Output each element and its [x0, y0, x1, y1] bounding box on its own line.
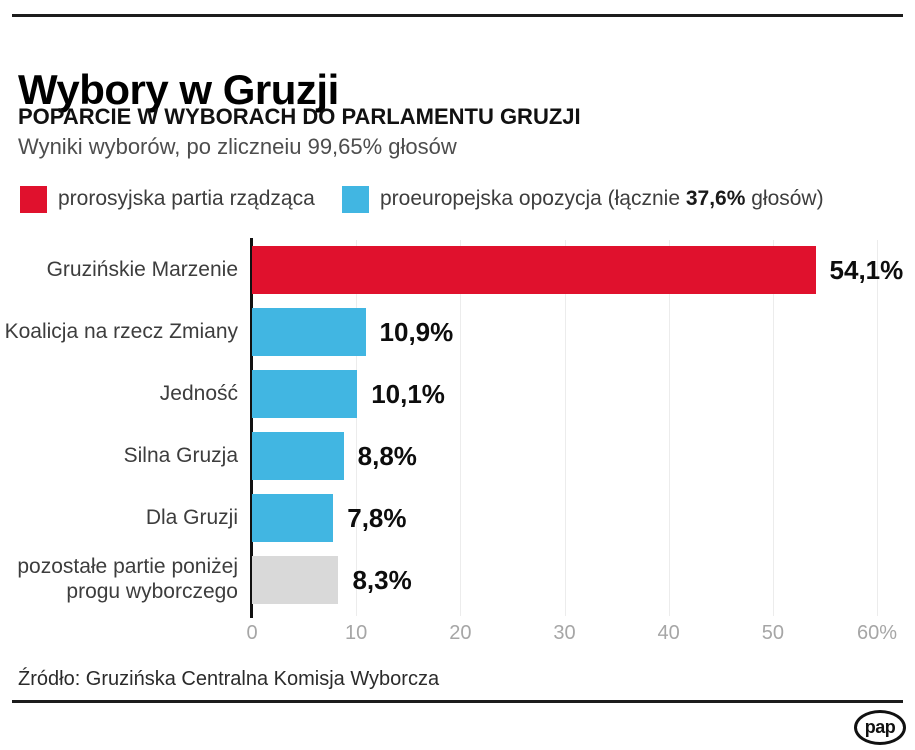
bar: [252, 556, 339, 604]
x-tick-label: 0: [246, 622, 258, 644]
chart-note: Wyniki wyborów, po zliczneiu 99,65% głos…: [18, 134, 457, 159]
value-label: 8,3%: [352, 565, 412, 595]
gridline: [356, 240, 358, 616]
category-label: pozostałe partie poniżej progu wyborczeg…: [17, 555, 238, 603]
value-label: 54,1%: [829, 255, 904, 285]
bar: [252, 246, 816, 294]
legend-item-ruling-party: prorosyjska partia rządząca: [20, 185, 315, 213]
value-label: 10,9%: [379, 317, 454, 347]
value-label: 7,8%: [347, 503, 407, 533]
bar: [252, 494, 334, 542]
category-label: Jedność: [159, 381, 238, 405]
gridline: [877, 240, 878, 616]
legend-label: prorosyjska partia rządząca: [58, 187, 315, 210]
legend-label-suffix: głosów): [745, 187, 824, 210]
value-label: 10,1%: [371, 379, 445, 409]
top-rule: [12, 14, 903, 17]
chart-title: POPARCIE W WYBORACH DO PARLAMENTU GRUZJI: [18, 104, 581, 129]
category-label: Gruzińskie Marzenie: [46, 257, 238, 281]
legend-item-opposition: proeuropejska opozycja (łącznie 37,6% gł…: [342, 185, 824, 213]
pap-logo: pap: [854, 710, 906, 745]
page-title: Wybory w Gruzji: [18, 66, 339, 114]
bar: [252, 308, 366, 356]
x-tick-label: 10: [345, 622, 368, 644]
x-tick-label: 40: [657, 622, 680, 644]
gridline: [668, 240, 670, 616]
y-axis-line: [250, 238, 253, 618]
category-label: Silna Gruzja: [123, 443, 238, 467]
legend-label: proeuropejska opozycja (łącznie 37,6% gł…: [380, 187, 824, 211]
category-label: Dla Gruzji: [145, 505, 238, 529]
gridline: [564, 240, 566, 616]
x-tick-label: 50: [761, 622, 784, 644]
value-label: 8,8%: [357, 441, 417, 471]
gridline: [460, 240, 462, 616]
legend-swatch-red: [20, 185, 47, 213]
category-label: Koalicja na rzecz Zmiany: [4, 319, 238, 343]
bar: [252, 432, 344, 480]
bar: [252, 370, 358, 418]
gridline: [772, 240, 774, 616]
legend-label-prefix: proeuropejska opozycja (łącznie: [380, 187, 686, 210]
x-tick-label: 60%: [856, 622, 898, 644]
legend-label-bold-value: 37,6%: [685, 187, 746, 210]
legend-swatch-blue: [342, 185, 369, 213]
x-tick-label: 30: [553, 622, 576, 644]
source-text: Źródło: Gruzińska Centralna Komisja Wybo…: [18, 668, 440, 690]
bottom-rule: [12, 700, 903, 703]
x-tick-label: 20: [449, 622, 472, 644]
